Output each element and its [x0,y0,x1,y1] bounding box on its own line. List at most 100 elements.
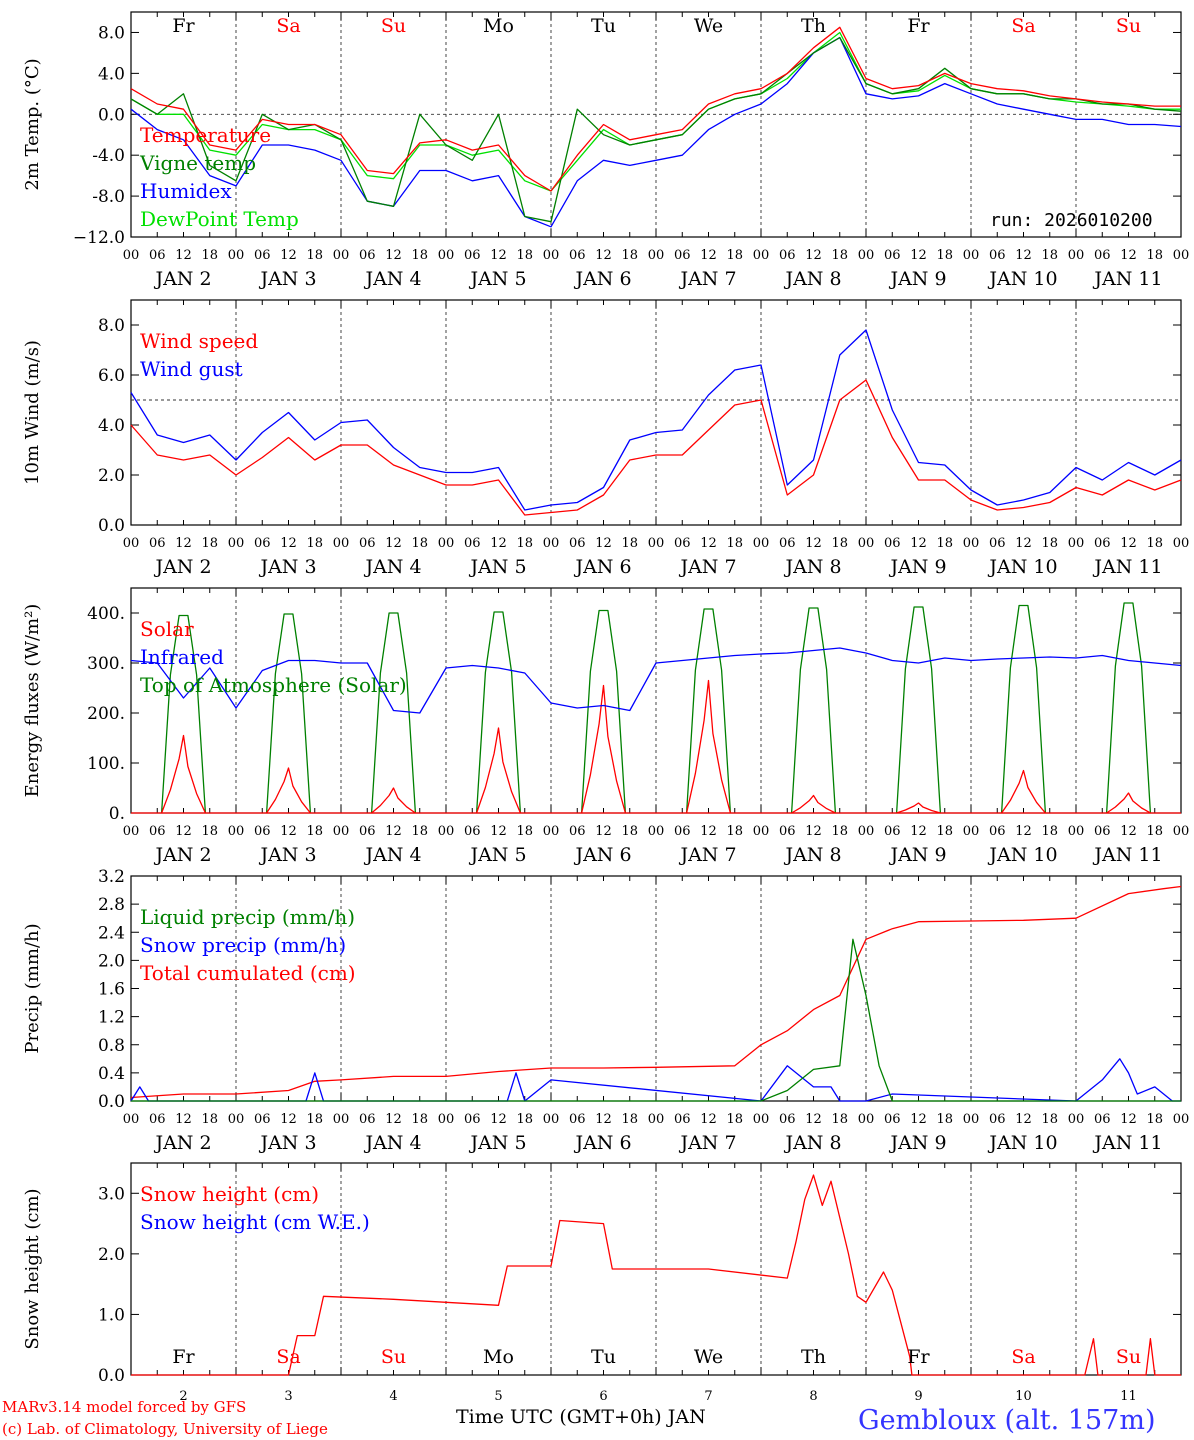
toa-solar-pulse [895,606,942,814]
hour-tick-label: 06 [989,1112,1006,1127]
solar-pulse [791,794,836,814]
hour-tick-label: 06 [464,536,481,551]
y-tick-label: 0. [109,804,125,824]
date-label: JAN 9 [888,1132,946,1154]
hour-tick-label: 00 [123,824,140,839]
y-tick-label: 2.8 [98,895,125,915]
hour-tick-label: 06 [359,536,376,551]
date-label: JAN 2 [153,268,211,290]
hour-tick-label: 18 [936,248,953,263]
hour-tick-label: 18 [411,824,428,839]
hour-tick-label: 18 [621,824,638,839]
toa-solar-pulse [475,611,522,814]
hour-tick-label: 06 [1094,536,1111,551]
day-name: Sa [276,15,300,37]
legend-entry: Wind speed [140,329,258,353]
hour-tick-label: 12 [595,248,612,263]
toa-solar-pulse [685,608,732,814]
date-label: JAN 4 [363,844,421,866]
hour-tick-label: 12 [910,536,927,551]
y-tick-label: 2.0 [98,466,125,486]
hour-tick-label: 06 [989,248,1006,263]
hour-tick-label: 18 [936,536,953,551]
hour-tick-label: 12 [385,536,402,551]
hour-tick-label: 12 [280,536,297,551]
toa-solar-pulse [790,607,837,814]
day-name: Fr [907,1346,930,1368]
hour-tick-label: 12 [1015,536,1032,551]
day-name: Th [801,15,826,37]
hour-tick-label: 18 [411,248,428,263]
hour-tick-label: 06 [1094,824,1111,839]
panel-precip: 0.0 0.4 0.8 1.2 1.6 2.0 2.4 2.8 3.2 Precip (mm/h)… [22,867,1189,1154]
date-label: JAN 8 [783,844,841,866]
hour-tick-label: 12 [490,1112,507,1127]
hour-tick-label: 06 [779,248,796,263]
y-tick-label: -8.0 [92,187,125,207]
hour-tick-label: 18 [621,1112,638,1127]
series-infrared [130,647,1182,714]
date-label: JAN 8 [783,556,841,578]
date-label: JAN 9 [888,268,946,290]
series-total-cumulated-cm- [130,885,1182,1099]
y-tick-label: 1.6 [98,980,125,1000]
series-humidex [130,36,1182,228]
toa-solar-pulse [160,614,207,814]
hour-tick-label: 06 [254,536,271,551]
hour-tick-label: 00 [543,824,560,839]
hour-tick-label: 06 [989,536,1006,551]
y-tick-label: 0.0 [98,1092,125,1112]
hour-tick-label: 18 [1041,824,1058,839]
hour-tick-label: 18 [621,248,638,263]
hour-tick-label: 00 [858,536,875,551]
hour-tick-label: 18 [516,536,533,551]
day-name: Tu [591,1346,616,1368]
hour-tick-label: 18 [1041,248,1058,263]
hour-tick-label: 12 [910,248,927,263]
hour-tick-label: 18 [411,536,428,551]
day-name: Sa [276,1346,300,1368]
series-temperature [130,26,1181,192]
y-tick-label: 1.2 [98,1008,125,1028]
day-name: We [694,1346,723,1368]
date-label: JAN 5 [468,556,526,578]
hour-tick-label: 00 [228,536,245,551]
hour-tick-label: 18 [516,1112,533,1127]
hour-tick-label: 00 [228,248,245,263]
date-label: JAN 2 [153,1132,211,1154]
hour-tick-label: 18 [936,1112,953,1127]
y-tick-label: −12.0 [73,228,125,248]
hour-tick-label: 06 [884,536,901,551]
hour-tick-label: 18 [201,824,218,839]
hour-tick-label: 12 [700,248,717,263]
solar-pulse [1001,769,1046,814]
hour-tick-label: 00 [753,824,770,839]
hour-tick-label: 18 [726,824,743,839]
hour-tick-label: 06 [254,1112,271,1127]
hour-tick-label: 18 [411,1112,428,1127]
hour-tick-label: 06 [779,1112,796,1127]
hour-tick-label: 06 [779,824,796,839]
hour-tick-label: 00 [1173,536,1190,551]
hour-tick-label: 18 [306,248,323,263]
legend-entry: Top of Atmosphere (Solar) [140,673,407,697]
date-label: JAN 7 [678,844,736,866]
hour-tick-label: 00 [1068,248,1085,263]
hour-tick-label: 06 [779,536,796,551]
hour-tick-label: 00 [1068,824,1085,839]
day-name: Su [1116,1346,1141,1368]
day-number: 11 [1120,1389,1137,1404]
hour-tick-label: 00 [858,824,875,839]
hour-tick-label: 18 [621,536,638,551]
day-number: 10 [1015,1389,1032,1404]
solar-pulse [580,684,627,814]
hour-tick-label: 00 [858,248,875,263]
date-label: JAN 5 [468,268,526,290]
day-number: 3 [284,1389,292,1404]
legend-entry: Wind gust [140,357,243,381]
hour-tick-label: 12 [490,248,507,263]
y-tick-label: 300. [87,654,125,674]
hour-tick-label: 00 [123,248,140,263]
y-tick-label: 4.0 [98,64,125,84]
date-label: JAN 4 [363,268,421,290]
